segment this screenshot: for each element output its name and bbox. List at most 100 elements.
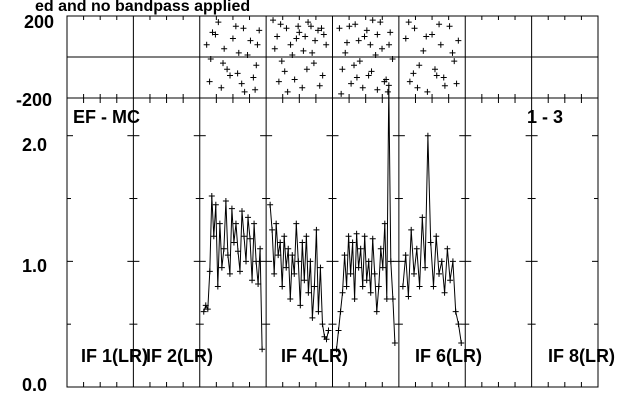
phase-point	[429, 31, 436, 38]
amp-point	[259, 346, 266, 353]
phase-point	[361, 33, 368, 40]
amp-point	[305, 289, 312, 296]
phase-point	[352, 21, 359, 28]
amp-point	[339, 289, 346, 296]
amp-point	[220, 245, 227, 252]
amp-point	[206, 268, 213, 275]
amp-point	[303, 233, 310, 240]
amp-point	[408, 226, 415, 233]
amp-point	[438, 258, 445, 265]
amp-point	[291, 270, 298, 277]
phase-point	[293, 35, 300, 42]
if-label-2: IF 2(LR)	[146, 346, 213, 366]
phase-point	[295, 23, 302, 30]
phase-point	[320, 31, 327, 38]
amp-point	[357, 245, 364, 252]
amp-point	[389, 296, 396, 303]
phase-point	[423, 33, 430, 40]
phase-point	[356, 58, 363, 65]
phase-point	[420, 47, 427, 54]
amp-point	[444, 245, 451, 252]
amp-point	[436, 270, 443, 277]
amp-point	[455, 321, 462, 328]
phase-point	[433, 72, 440, 79]
amp-point	[379, 264, 386, 271]
phase-point	[203, 41, 210, 48]
phase-point	[252, 86, 259, 93]
phase-point	[323, 41, 330, 48]
amp-point	[222, 198, 229, 205]
amp-point	[355, 264, 362, 271]
phase-point	[309, 49, 316, 56]
amp-point	[424, 132, 431, 139]
phase-point	[339, 66, 346, 73]
amp-point	[243, 258, 250, 265]
phase-point	[253, 62, 260, 69]
amp-point	[301, 277, 308, 284]
amp-point	[236, 268, 243, 275]
amp-point	[410, 270, 417, 277]
phase-point	[234, 70, 241, 77]
amp-point	[416, 283, 423, 290]
phase-point	[379, 45, 386, 52]
phase-point	[414, 84, 421, 91]
amp-point	[210, 233, 217, 240]
amp-point	[413, 245, 420, 252]
phase-point	[221, 45, 228, 52]
phase-point	[355, 37, 362, 44]
phase-point	[303, 66, 310, 73]
amp-point	[373, 308, 380, 315]
phase-point	[307, 23, 314, 30]
phase-point	[256, 27, 263, 34]
amp-point	[214, 283, 221, 290]
phase-point	[227, 72, 234, 79]
amp-point	[452, 308, 459, 315]
phase-point	[305, 19, 312, 26]
amp-point	[200, 308, 207, 315]
phase-point	[287, 41, 294, 48]
amp-point	[343, 283, 350, 290]
amp-point	[228, 205, 235, 212]
phase-point	[291, 76, 298, 83]
amp-point	[369, 235, 376, 242]
amp-point	[402, 252, 409, 259]
amp-series-if6	[402, 135, 462, 344]
amp-point	[367, 289, 374, 296]
amp-point	[283, 264, 290, 271]
amp-point	[365, 258, 372, 265]
phase-point	[437, 41, 444, 48]
phase-point	[310, 60, 317, 67]
phase-point	[338, 90, 345, 97]
phase-point	[374, 86, 381, 93]
amp-point	[311, 283, 318, 290]
phase-point	[224, 66, 231, 73]
phase-point	[363, 27, 370, 34]
amp-point	[230, 239, 237, 246]
phase-point	[453, 80, 460, 87]
if-label-8: IF 8(LR)	[548, 346, 615, 366]
amp-point	[405, 293, 412, 300]
amp-point	[232, 220, 239, 227]
amp-point	[273, 220, 280, 227]
amp-point	[419, 214, 426, 221]
phase-point	[406, 78, 413, 85]
amp-point	[447, 277, 454, 284]
phase-point	[440, 74, 447, 81]
amp-point	[212, 201, 219, 208]
phase-point	[207, 56, 214, 63]
amp-point	[433, 233, 440, 240]
amp-point	[317, 264, 324, 271]
phase-point	[351, 62, 358, 69]
phase-point	[271, 45, 278, 52]
amp-point	[359, 283, 366, 290]
phase-point	[300, 47, 307, 54]
amp-point	[238, 208, 245, 215]
phase-point	[277, 21, 284, 28]
phase-point	[410, 70, 417, 77]
phase-point	[302, 33, 309, 40]
amp-point	[315, 308, 322, 315]
phase-point	[215, 19, 222, 26]
amp-point	[277, 239, 284, 246]
phase-point	[411, 25, 418, 32]
amp-point	[371, 270, 378, 277]
